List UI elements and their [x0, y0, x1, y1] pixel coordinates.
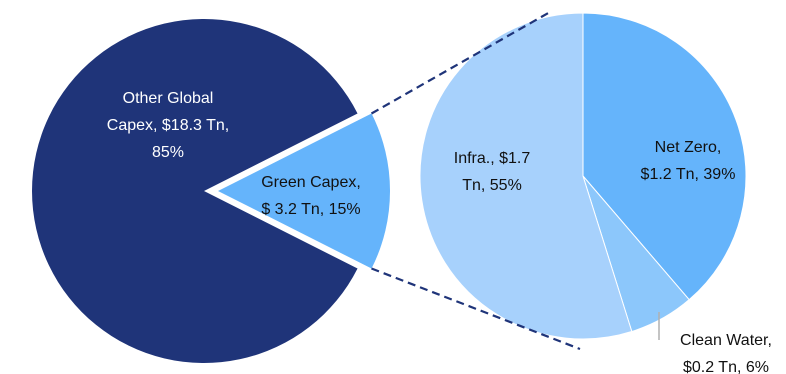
- net-zero-label-line: Net Zero,: [655, 139, 722, 156]
- green-capex-label: Green Capex, $ 3.2 Tn, 15%: [261, 174, 361, 218]
- green-capex-slice: [218, 113, 391, 269]
- other-global-capex-slice: [32, 18, 358, 363]
- slice-labels: Other Global Capex, $18.3 Tn, 85% Green Cap…: [107, 90, 772, 374]
- connector-line-bottom: [371, 267, 581, 351]
- clean-water-label-line: $0.2 Tn, 6%: [683, 359, 769, 374]
- infra-slice: [419, 12, 633, 340]
- net-zero-slice: [582, 12, 747, 301]
- clean-water-label-line: Clean Water,: [680, 332, 772, 349]
- breakdown-pie: [419, 12, 747, 340]
- connector-line-top: [370, 11, 551, 115]
- green-capex-label-line: $ 3.2 Tn, 15%: [261, 201, 360, 218]
- infra-label-line: Infra., $1.7: [454, 150, 531, 167]
- green-capex-label-line: Green Capex,: [261, 174, 361, 191]
- infra-label-line: Tn, 55%: [462, 177, 522, 194]
- net-zero-label-line: $1.2 Tn, 39%: [641, 166, 736, 183]
- connector-lines: [370, 11, 581, 351]
- net-zero-label: Net Zero, $1.2 Tn, 39%: [641, 139, 736, 183]
- other-global-capex-label-line: 85%: [152, 144, 184, 161]
- clean-water-label: Clean Water, $0.2 Tn, 6%: [680, 332, 772, 374]
- other-global-capex-label: Other Global Capex, $18.3 Tn, 85%: [107, 90, 229, 161]
- main-pie: [32, 18, 391, 363]
- other-global-capex-label-line: Capex, $18.3 Tn,: [107, 117, 229, 134]
- infra-label: Infra., $1.7 Tn, 55%: [454, 150, 531, 194]
- other-global-capex-label-line: Other Global: [123, 90, 214, 107]
